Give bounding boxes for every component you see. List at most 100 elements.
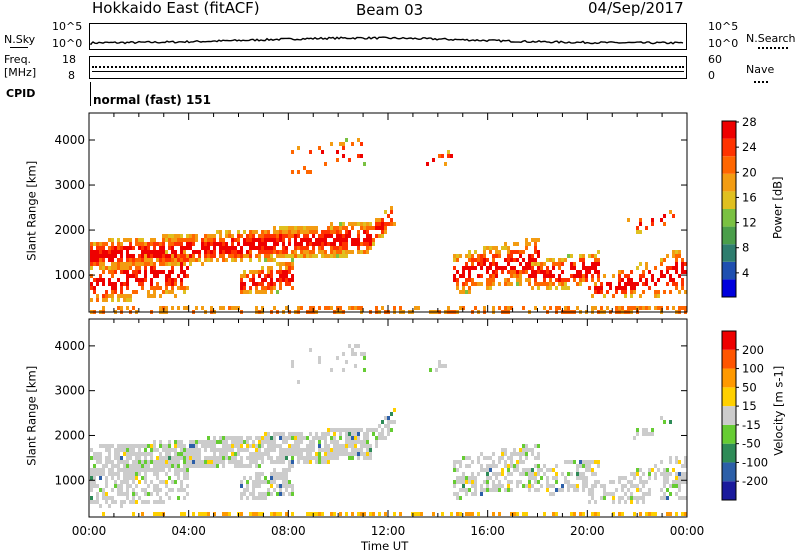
echo-cell [180,270,183,274]
echo-cell [132,306,135,310]
echo-cell [537,254,540,258]
echo-cell [309,242,312,246]
echo-cell [303,456,306,460]
echo-cell [93,472,96,476]
echo-cell [150,448,153,452]
echo-cell [135,500,138,504]
echo-cell [636,432,639,436]
echo-cell [639,306,642,310]
echo-cell [270,440,273,444]
echo-cell [642,484,645,488]
echo-cell [675,266,678,270]
echo-cell [99,456,102,460]
echo-cell [300,440,303,444]
echo-cell [162,242,165,246]
echo-cell [327,456,330,460]
echo-cell [588,266,591,270]
echo-cell [288,460,291,464]
echo-cell [546,476,549,480]
echo-cell [207,444,210,448]
echo-cell [564,476,567,480]
echo-cell [273,432,276,436]
echo-cell [483,250,486,254]
echo-cell [225,230,228,234]
echo-cell [276,476,279,480]
echo-cell [330,226,333,230]
echo-cell [585,460,588,464]
echo-cell [507,306,510,310]
echo-cell [225,242,228,246]
echo-cell [300,448,303,452]
echo-cell [282,480,285,484]
echo-cell [558,262,561,266]
echo-cell [627,488,630,492]
echo-cell [294,230,297,234]
echo-cell [168,456,171,460]
echo-cell [339,246,342,250]
echo-cell [156,492,159,496]
echo-cell [561,472,564,476]
echo-cell [156,512,159,516]
echo-cell [207,246,210,250]
echo-cell [498,306,501,310]
echo-cell [393,420,396,424]
echo-cell [273,246,276,250]
echo-cell [555,464,558,468]
echo-cell [681,512,684,516]
echo-cell [222,464,225,468]
echo-cell [177,496,180,500]
echo-cell [306,238,309,242]
echo-cell [255,270,258,274]
echo-cell [513,266,516,270]
echo-cell [534,464,537,468]
echo-cell [285,266,288,270]
echo-cell [147,254,150,258]
echo-cell [117,492,120,496]
echo-cell [537,468,540,472]
echo-cell [204,250,207,254]
echo-cell [279,512,282,516]
echo-cell [261,250,264,254]
echo-cell [186,456,189,460]
echo-cell [462,274,465,278]
echo-cell [246,290,249,294]
colorbar-segment [722,156,736,174]
colorbar-segment [722,349,736,369]
echo-cell [243,464,246,468]
echo-cell [333,444,336,448]
echo-cell [330,456,333,460]
echo-cell [468,274,471,278]
echo-cell [318,512,321,516]
echo-cell [156,258,159,262]
echo-cell [663,476,666,480]
echo-cell [255,456,258,460]
echo-cell [318,436,321,440]
echo-cell [207,460,210,464]
echo-cell [240,484,243,488]
echo-cell [576,472,579,476]
echo-cell [279,432,282,436]
echo-cell [537,266,540,270]
echo-cell [291,278,294,282]
echo-cell [360,222,363,226]
echo-cell [345,440,348,444]
echo-cell [510,452,513,456]
echo-cell [357,512,360,516]
echo-cell [219,306,222,310]
echo-cell [225,440,228,444]
echo-cell [339,250,342,254]
echo-cell [498,250,501,254]
echo-cell [459,512,462,516]
echo-cell [639,218,642,222]
echo-cell [183,460,186,464]
echo-cell [249,444,252,448]
echo-cell [255,496,258,500]
echo-cell [129,294,132,298]
echo-cell [258,480,261,484]
echo-cell [375,234,378,238]
echo-cell [684,270,687,274]
echo-cell [96,492,99,496]
echo-cell [282,472,285,476]
echo-cell [438,154,441,158]
echo-cell [273,468,276,472]
